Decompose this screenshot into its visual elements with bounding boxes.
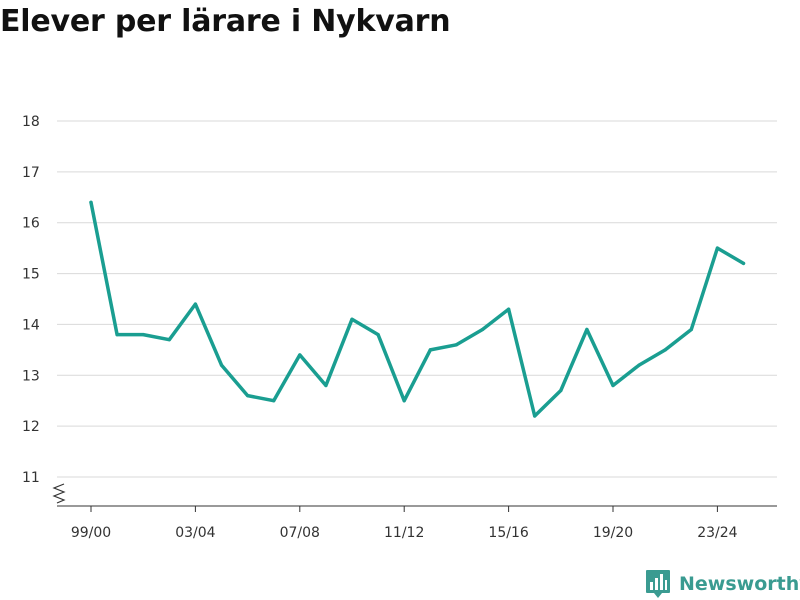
y-tick-label: 11: [22, 470, 40, 486]
y-tick-label: 12: [22, 419, 40, 435]
data-point: [89, 200, 93, 204]
x-tick-label: 15/16: [488, 525, 528, 541]
data-point: [350, 317, 354, 321]
brand: Newsworthy: [645, 569, 800, 599]
data-point: [298, 353, 302, 357]
axis-break-icon: [52, 483, 66, 504]
data-point: [376, 333, 380, 337]
data-point: [167, 338, 171, 342]
data-point: [141, 333, 145, 337]
data-point: [663, 348, 667, 352]
y-tick-label: 13: [22, 368, 40, 384]
brand-name: Newsworthy: [679, 573, 800, 595]
x-tick-label: 07/08: [280, 525, 320, 541]
gridlines: [57, 120, 777, 478]
y-tick-label: 18: [22, 114, 40, 130]
line-chart: 11 12 13 14 15 16 17 18 99/00 03/04 07/08 11/12 15/…: [22, 114, 777, 541]
y-tick-label: 15: [22, 267, 40, 283]
x-tick-label: 99/00: [71, 525, 111, 541]
data-point: [115, 333, 119, 337]
series-line-0: [89, 200, 746, 418]
data-point: [324, 383, 328, 388]
data-point: [507, 307, 511, 311]
data-point: [454, 343, 458, 347]
data-point: [533, 414, 537, 418]
data-point: [585, 327, 589, 332]
x-axis: 99/00 03/04 07/08 11/12 15/16 19/20 23/24: [52, 483, 777, 541]
chart-title: Elever per lärare i Nykvarn: [0, 4, 451, 39]
x-tick-label: 11/12: [384, 525, 424, 541]
data-point: [689, 327, 693, 332]
data-point: [193, 302, 197, 306]
data-point: [611, 383, 615, 388]
data-point: [219, 363, 224, 367]
data-point: [741, 261, 746, 265]
series-group: [89, 200, 746, 418]
y-tick-label: 14: [22, 317, 40, 333]
data-point: [246, 394, 250, 398]
y-tick-label: 16: [22, 216, 40, 232]
data-point: [402, 399, 406, 403]
x-tick-label: 23/24: [697, 525, 737, 541]
data-point: [428, 348, 432, 352]
data-point: [559, 388, 563, 393]
data-point: [272, 399, 276, 403]
data-point: [715, 246, 720, 250]
x-tick-label: 03/04: [175, 525, 215, 541]
y-tick-label: 17: [22, 165, 40, 181]
data-point: [480, 327, 485, 332]
x-tick-label: 19/20: [593, 525, 633, 541]
y-axis-labels: 11 12 13 14 15 16 17 18: [22, 114, 40, 486]
data-point: [637, 363, 641, 367]
newsworthy-logo-icon: [646, 570, 670, 598]
